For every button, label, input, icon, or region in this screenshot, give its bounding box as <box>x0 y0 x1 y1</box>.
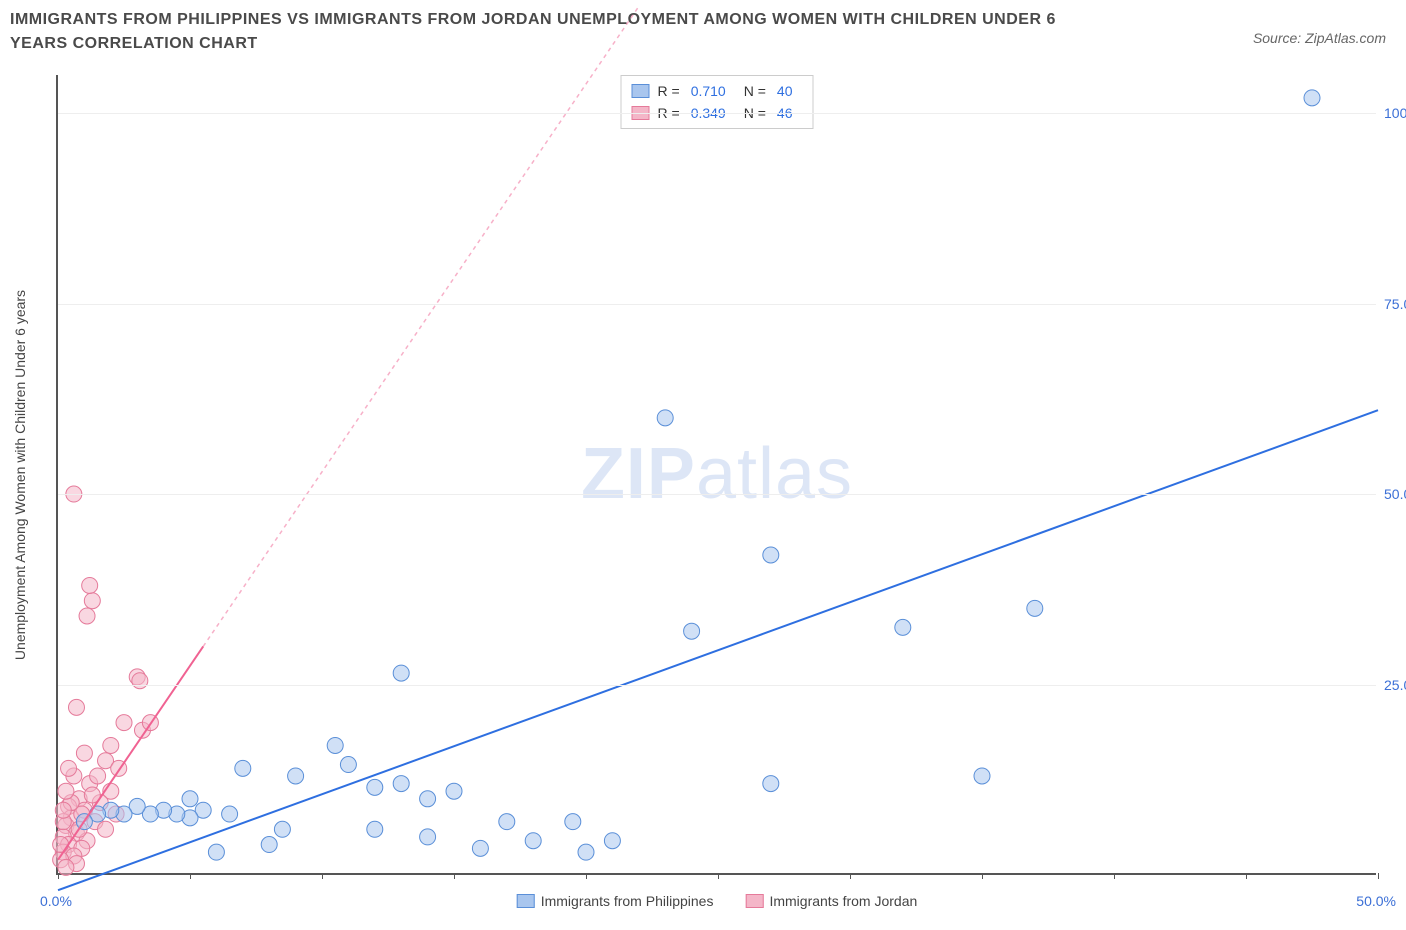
data-point-philippines <box>565 814 581 830</box>
swatch-philippines <box>632 84 650 98</box>
data-point-philippines <box>604 833 620 849</box>
data-point-philippines <box>393 665 409 681</box>
trendline-jordan-dashed <box>203 6 639 646</box>
gridline <box>58 685 1376 686</box>
chart-svg-layer <box>58 75 1376 873</box>
y-tick-label: 75.0% <box>1384 296 1406 312</box>
data-point-jordan <box>90 768 106 784</box>
chart-title: IMMIGRANTS FROM PHILIPPINES VS IMMIGRANT… <box>10 8 1110 56</box>
data-point-philippines <box>235 760 251 776</box>
y-axis-title: Unemployment Among Women with Children U… <box>12 290 28 660</box>
data-point-philippines <box>472 840 488 856</box>
gridline <box>58 113 1376 114</box>
data-point-philippines <box>499 814 515 830</box>
y-tick-label: 25.0% <box>1384 677 1406 693</box>
data-point-jordan <box>98 821 114 837</box>
gridline <box>58 494 1376 495</box>
data-point-philippines <box>327 737 343 753</box>
data-point-jordan <box>76 745 92 761</box>
x-tick <box>322 873 323 879</box>
swatch-philippines-icon <box>517 894 535 908</box>
y-tick-label: 100.0% <box>1384 105 1406 121</box>
data-point-philippines <box>288 768 304 784</box>
source-attribution: Source: ZipAtlas.com <box>1253 30 1386 46</box>
data-point-jordan <box>82 577 98 593</box>
swatch-jordan-icon <box>745 894 763 908</box>
x-tick <box>982 873 983 879</box>
data-point-philippines <box>446 783 462 799</box>
x-tick <box>850 873 851 879</box>
data-point-philippines <box>274 821 290 837</box>
correlation-legend: R = 0.710 N = 40 R = 0.349 N = 46 <box>621 75 814 129</box>
data-point-philippines <box>393 776 409 792</box>
data-point-philippines <box>763 776 779 792</box>
gridline <box>58 304 1376 305</box>
legend-item-jordan: Immigrants from Jordan <box>745 893 917 909</box>
data-point-jordan <box>68 699 84 715</box>
data-point-jordan <box>61 760 77 776</box>
x-tick <box>1246 873 1247 879</box>
legend-item-philippines: Immigrants from Philippines <box>517 893 714 909</box>
data-point-philippines <box>367 821 383 837</box>
scatter-plot: ZIPatlas R = 0.710 N = 40 R = 0.349 N = … <box>56 75 1376 875</box>
x-tick <box>718 873 719 879</box>
r-value-philippines: 0.710 <box>691 83 726 99</box>
data-point-jordan <box>58 783 74 799</box>
x-tick <box>1378 873 1379 879</box>
data-point-jordan <box>84 593 100 609</box>
data-point-philippines <box>222 806 238 822</box>
data-point-philippines <box>684 623 700 639</box>
data-point-philippines <box>340 757 356 773</box>
y-tick-label: 50.0% <box>1384 486 1406 502</box>
data-point-jordan <box>103 737 119 753</box>
data-point-philippines <box>525 833 541 849</box>
data-point-philippines <box>895 619 911 635</box>
legend-row-philippines: R = 0.710 N = 40 <box>632 80 803 102</box>
data-point-jordan <box>58 859 74 875</box>
x-tick <box>58 873 59 879</box>
data-point-jordan <box>55 802 71 818</box>
data-point-philippines <box>1027 600 1043 616</box>
x-tick <box>454 873 455 879</box>
data-point-philippines <box>578 844 594 860</box>
data-point-philippines <box>420 829 436 845</box>
data-point-jordan <box>79 608 95 624</box>
x-tick <box>190 873 191 879</box>
data-point-philippines <box>420 791 436 807</box>
data-point-jordan <box>116 715 132 731</box>
data-point-philippines <box>208 844 224 860</box>
data-point-philippines <box>182 791 198 807</box>
series-legend: Immigrants from Philippines Immigrants f… <box>517 893 918 909</box>
data-point-philippines <box>367 779 383 795</box>
data-point-philippines <box>763 547 779 563</box>
x-tick <box>1114 873 1115 879</box>
data-point-philippines <box>261 837 277 853</box>
data-point-jordan <box>53 837 69 853</box>
data-point-philippines <box>974 768 990 784</box>
x-axis-min-label: 0.0% <box>40 893 72 909</box>
x-axis-max-label: 50.0% <box>1356 893 1396 909</box>
n-value-philippines: 40 <box>777 83 793 99</box>
trendline-philippines <box>58 410 1378 890</box>
data-point-philippines <box>657 410 673 426</box>
data-point-philippines <box>1304 90 1320 106</box>
data-point-jordan <box>132 673 148 689</box>
x-tick <box>586 873 587 879</box>
